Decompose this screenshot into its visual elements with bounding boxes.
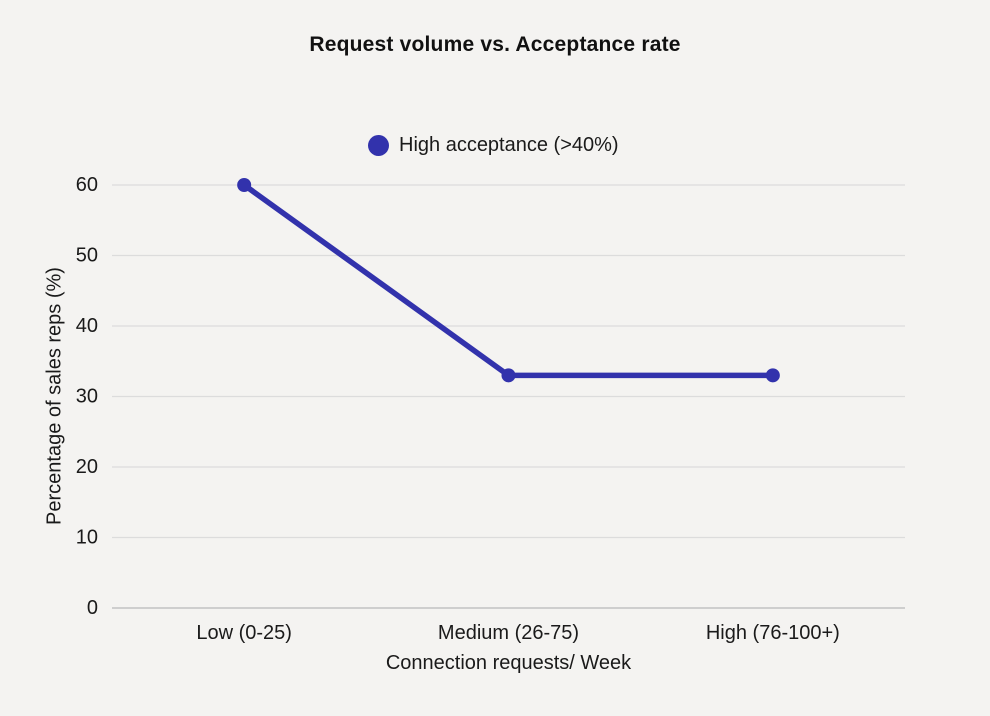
y-tick-label: 60 [76,174,98,196]
legend-marker-icon [368,135,389,156]
y-tick-label: 20 [76,456,98,478]
y-tick-label: 10 [76,527,98,549]
y-tick-label: 50 [76,245,98,267]
x-axis-title: Connection requests/ Week [385,652,632,674]
x-category-label: Medium (26-75) [438,622,579,644]
series-line [241,182,776,379]
data-point [237,178,252,192]
y-tick-label: 0 [87,597,98,619]
y-axis-title: Percentage of sales reps (%) [43,267,66,525]
data-point [501,368,516,383]
x-category-label: Low (0-25) [196,622,292,644]
y-tick-label: 40 [76,315,98,337]
legend: High acceptance (>40%) [368,134,619,157]
data-point [765,368,780,383]
legend-label: High acceptance (>40%) [399,134,619,156]
chart-title: Request volume vs. Acceptance rate [309,33,681,56]
y-tick-label: 30 [76,386,98,408]
x-category-label: High (76-100+) [706,622,840,644]
